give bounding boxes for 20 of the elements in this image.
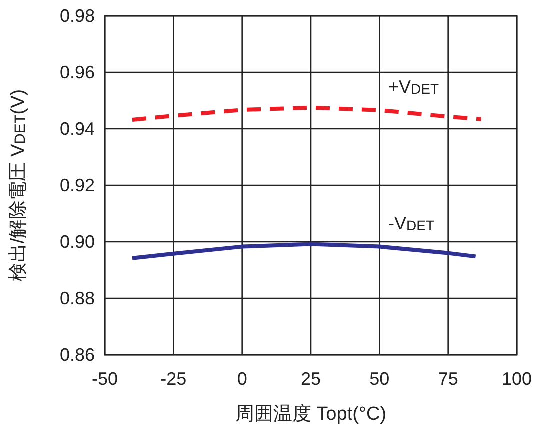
line-series xyxy=(130,106,484,122)
series-label: +VDET xyxy=(388,76,440,97)
x-tick-label: 75 xyxy=(438,369,458,389)
line-series xyxy=(130,242,478,260)
x-tick-label: -25 xyxy=(160,369,187,389)
y-tick-label: 0.92 xyxy=(60,176,95,196)
y-axis-title: 検出/解除電圧 VDET(V) xyxy=(8,89,29,282)
x-tick-label: 25 xyxy=(300,369,322,389)
series-label: -VDET xyxy=(388,213,435,234)
x-tick-label: 100 xyxy=(502,369,532,389)
y-tick-label: 0.98 xyxy=(60,6,95,26)
y-tick-label: 0.94 xyxy=(60,119,95,139)
y-tick-label: 0.86 xyxy=(60,345,95,365)
y-tick-label: 0.96 xyxy=(60,62,95,82)
x-tick-label: 50 xyxy=(370,369,390,389)
y-tick-label: 0.90 xyxy=(60,232,95,252)
y-tick-label: 0.88 xyxy=(60,288,95,308)
x-axis-title: 周囲温度 Topt(°C) xyxy=(235,403,387,425)
x-tick-label: 0 xyxy=(237,369,248,389)
x-tick-label: -50 xyxy=(92,369,118,389)
